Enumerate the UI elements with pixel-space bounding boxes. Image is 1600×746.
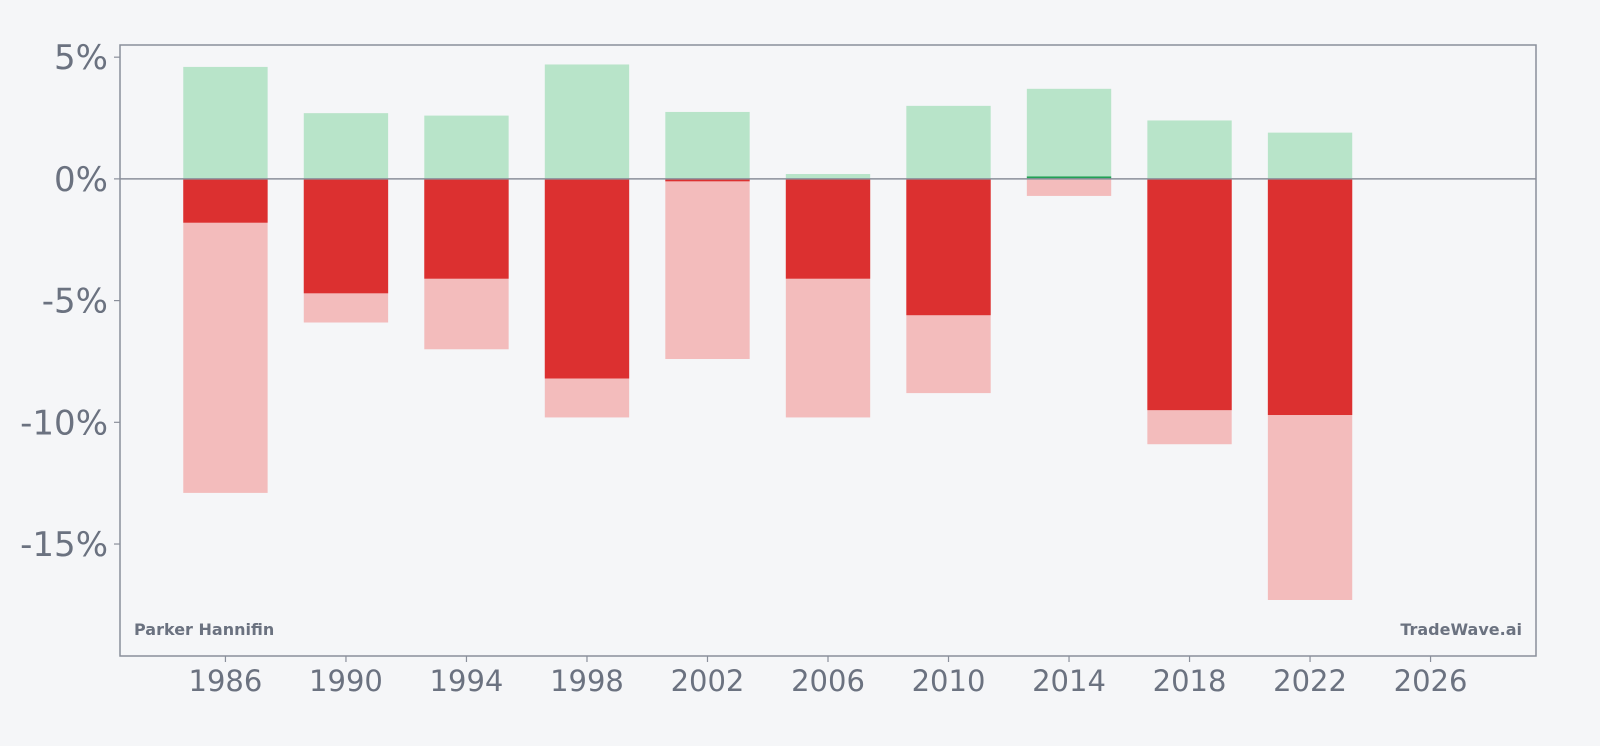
positive-dark-bar-2014 [1026, 176, 1112, 179]
x-tick-label: 2002 [671, 664, 745, 698]
negative-dark-bar-2006 [785, 178, 871, 279]
negative-light-bar-2014 [1026, 178, 1112, 196]
bars-layer [183, 64, 1353, 601]
negative-dark-bar-2010 [906, 178, 991, 316]
y-tick-label: 5% [54, 38, 108, 78]
negative-dark-bar-1986 [183, 178, 268, 223]
x-tick-label: 2006 [791, 664, 865, 698]
x-tick-label: 1990 [309, 664, 383, 698]
x-tick-label: 2010 [912, 664, 986, 698]
negative-dark-bar-2002 [665, 178, 750, 182]
negative-dark-bar-1994 [424, 178, 509, 279]
y-axis: 5% 0% -5% -10% -15% [20, 38, 120, 565]
positive-light-bar-2014 [1026, 88, 1112, 179]
y-tick-label: -15% [20, 525, 108, 565]
x-axis: 1986 1990 1994 1998 2002 2006 2010 2014 2018 2022… [189, 656, 1468, 698]
x-tick-label: 1986 [189, 664, 263, 698]
negative-dark-bar-2022 [1267, 178, 1353, 416]
x-tick-label: 1998 [550, 664, 624, 698]
y-tick-label: 0% [54, 160, 108, 200]
positive-light-bar-2022 [1267, 132, 1353, 179]
positive-light-bar-2010 [906, 105, 991, 179]
x-tick-label: 2022 [1273, 664, 1347, 698]
x-tick-label: 2026 [1394, 664, 1468, 698]
x-tick-label: 1994 [430, 664, 504, 698]
y-tick-label: -10% [20, 403, 108, 443]
negative-dark-bar-1998 [544, 178, 630, 379]
x-tick-label: 2018 [1153, 664, 1227, 698]
positive-light-bar-2002 [665, 111, 750, 179]
positive-light-bar-1986 [183, 66, 268, 179]
brand-watermark: TradeWave.ai [1400, 620, 1522, 639]
positive-light-bar-1998 [544, 64, 630, 179]
y-tick-label: -5% [42, 282, 108, 322]
positive-light-bar-1994 [424, 115, 509, 179]
positive-light-bar-2018 [1147, 120, 1232, 179]
negative-light-bar-2002 [665, 178, 750, 360]
negative-dark-bar-1990 [303, 178, 389, 294]
positive-light-bar-2006 [785, 174, 871, 179]
x-tick-label: 2014 [1032, 664, 1106, 698]
positive-light-bar-1990 [303, 113, 389, 179]
negative-dark-bar-2018 [1147, 178, 1232, 411]
company-watermark: Parker Hannifin [134, 620, 274, 639]
negative-light-bar-1986 [183, 178, 268, 493]
